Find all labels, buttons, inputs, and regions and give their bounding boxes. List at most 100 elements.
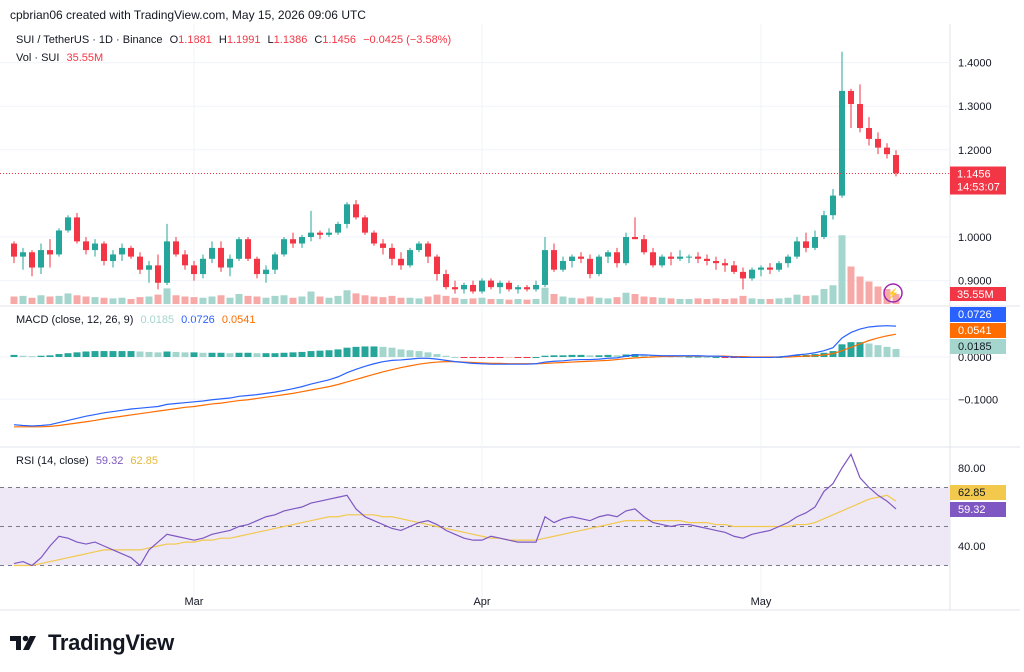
macd-histogram-bar bbox=[712, 357, 720, 358]
macd-histogram-bar bbox=[514, 357, 522, 358]
macd-histogram-bar bbox=[19, 355, 27, 357]
macd-histogram-bar bbox=[568, 354, 576, 357]
macd-histogram-bar bbox=[694, 356, 702, 358]
symbol-label[interactable]: SUI / TetherUS · 1D · Binance bbox=[16, 34, 163, 46]
volume-bar bbox=[118, 297, 126, 304]
volume-bar bbox=[712, 298, 720, 304]
tradingview-logo[interactable]: TradingView bbox=[10, 630, 174, 656]
macd-histogram-bar bbox=[334, 349, 342, 357]
macd-histogram-bar bbox=[37, 355, 45, 357]
candle-body bbox=[65, 217, 71, 231]
macd-histogram-bar bbox=[604, 354, 612, 357]
candle-body bbox=[893, 155, 899, 174]
candle-body bbox=[362, 217, 368, 233]
low-label: L bbox=[267, 34, 274, 46]
volume-bar bbox=[604, 298, 612, 304]
candle-body bbox=[20, 252, 26, 257]
volume-bar bbox=[352, 293, 360, 304]
volume-bar bbox=[100, 297, 108, 304]
volume-bar bbox=[559, 296, 567, 304]
candle-body bbox=[623, 237, 629, 264]
volume-label[interactable]: Vol · SUI bbox=[16, 52, 60, 64]
rsi-tick-label: 80.00 bbox=[958, 463, 986, 475]
candle-body bbox=[488, 280, 494, 288]
macd-histogram-bar bbox=[802, 354, 810, 357]
volume-bar bbox=[217, 295, 225, 304]
macd-histogram-bar bbox=[766, 357, 774, 358]
brand-name: TradingView bbox=[48, 630, 174, 655]
macd-histogram-bar bbox=[559, 355, 567, 357]
macd-signal-value: 0.0541 bbox=[221, 314, 256, 326]
macd-histogram-bar bbox=[838, 344, 846, 357]
macd-histogram-bar bbox=[793, 355, 801, 357]
volume-bar bbox=[721, 299, 729, 304]
volume-bar bbox=[334, 295, 342, 304]
macd-histogram-bar bbox=[829, 351, 837, 357]
volume-bar bbox=[226, 297, 234, 304]
candle-body bbox=[128, 247, 134, 257]
volume-bar bbox=[550, 294, 558, 304]
macd-histogram-bar bbox=[46, 355, 54, 357]
macd-histogram-bar bbox=[667, 356, 675, 358]
volume-bar bbox=[856, 276, 864, 304]
volume-bar bbox=[154, 294, 162, 304]
volume-bar bbox=[622, 292, 630, 304]
volume-bar bbox=[802, 295, 810, 304]
volume-bar bbox=[649, 297, 657, 304]
time-tick-label: May bbox=[751, 596, 772, 608]
candle-body bbox=[101, 243, 107, 261]
macd-histogram-bar bbox=[406, 350, 414, 357]
volume-bar bbox=[883, 289, 891, 304]
volume-bar bbox=[874, 286, 882, 304]
candle-body bbox=[542, 250, 548, 285]
volume-bar bbox=[73, 295, 81, 304]
macd-histogram-bar bbox=[361, 346, 369, 357]
candle-body bbox=[209, 247, 215, 259]
volume-bar bbox=[478, 297, 486, 304]
last-price-label: 1.1456 bbox=[957, 169, 991, 181]
volume-bar bbox=[19, 295, 27, 304]
macd-histogram-bar bbox=[280, 352, 288, 357]
candle-body bbox=[704, 258, 710, 261]
volume-bar bbox=[343, 290, 351, 304]
volume-bar bbox=[541, 287, 549, 304]
volume-bar bbox=[289, 297, 297, 304]
macd-title[interactable]: MACD (close, 12, 26, 9) bbox=[16, 314, 134, 326]
rsi-title[interactable]: RSI (14, close) bbox=[16, 455, 89, 467]
macd-histogram-bar bbox=[586, 355, 594, 357]
macd-histogram-bar bbox=[136, 351, 144, 357]
macd-histogram-bar bbox=[496, 357, 504, 358]
volume-tag bbox=[950, 287, 1006, 301]
volume-bar bbox=[55, 295, 63, 304]
candle-body bbox=[182, 254, 188, 266]
candle-body bbox=[569, 256, 575, 261]
candle-body bbox=[425, 243, 431, 257]
candle-body bbox=[578, 256, 584, 259]
macd-histogram-bar bbox=[433, 354, 441, 357]
time-tick-label: Apr bbox=[473, 596, 490, 608]
volume-bar bbox=[703, 299, 711, 304]
macd-histogram-bar bbox=[721, 357, 729, 358]
volume-bar bbox=[190, 297, 198, 304]
candle-body bbox=[632, 237, 638, 240]
volume-value: 35.55M bbox=[66, 52, 104, 64]
volume-bar bbox=[244, 295, 252, 304]
candle-body bbox=[110, 254, 116, 261]
volume-bar bbox=[280, 295, 288, 304]
volume-bar bbox=[199, 297, 207, 304]
volume-bar bbox=[91, 297, 99, 304]
candle-body bbox=[533, 284, 539, 290]
candle-body bbox=[659, 256, 665, 266]
candle-body bbox=[875, 138, 881, 148]
candle-body bbox=[227, 258, 233, 268]
rsi-ma-line bbox=[14, 494, 897, 567]
macd-value-tag bbox=[950, 307, 1006, 322]
macd-histogram-bar bbox=[811, 354, 819, 357]
macd-histogram-bar bbox=[91, 351, 99, 357]
attribution-text: cpbrian06 created with TradingView.com, … bbox=[10, 8, 366, 22]
rsi-value-label: 59.32 bbox=[958, 504, 986, 516]
macd-histogram-bar bbox=[190, 352, 198, 357]
price-tick-label: 1.0000 bbox=[958, 232, 992, 244]
